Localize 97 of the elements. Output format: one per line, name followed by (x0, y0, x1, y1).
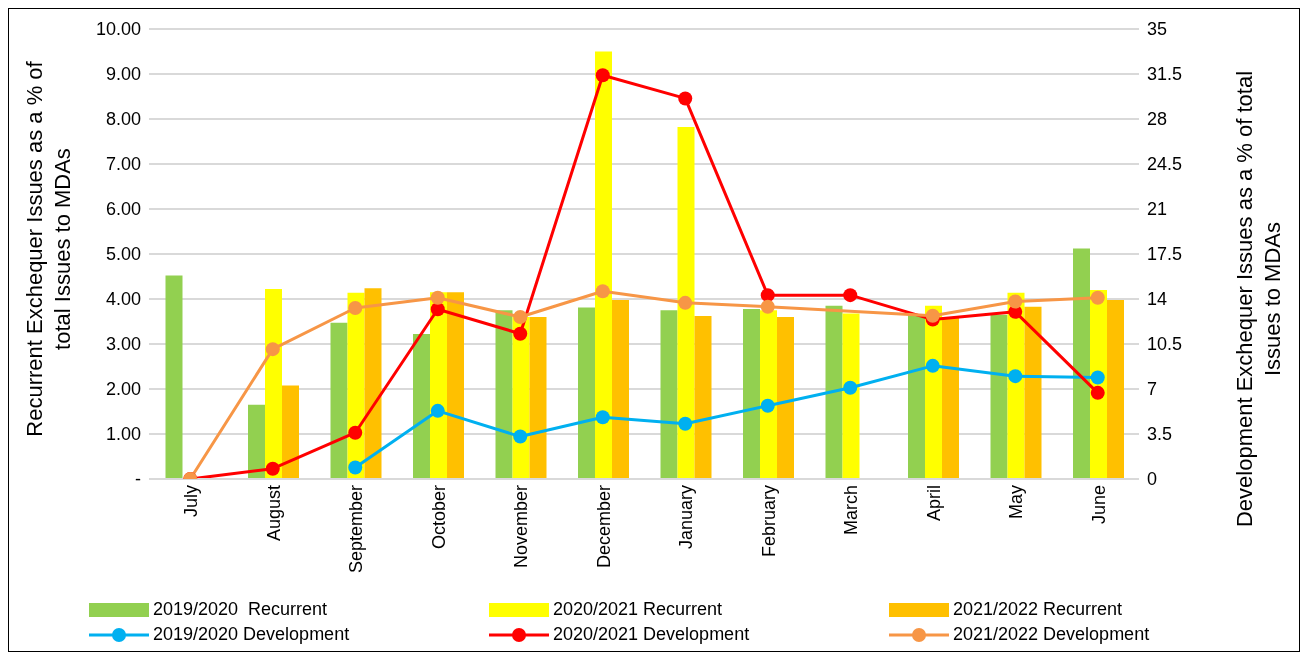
bar (942, 317, 959, 479)
y2-tick-label: 35 (1147, 19, 1168, 40)
bar (694, 316, 712, 479)
bar (1073, 248, 1090, 479)
point (265, 461, 280, 476)
bar (777, 317, 794, 479)
legend-label: 2021/2022 Development (953, 624, 1150, 645)
x-tick-label: June (1088, 485, 1109, 525)
y-tick-label: - (135, 469, 141, 490)
point (925, 358, 940, 373)
y-tick-label: 7.00 (105, 154, 141, 175)
y2-tick-label: 0 (1147, 469, 1158, 490)
bar (413, 334, 430, 479)
y2-tick-label: 24.5 (1147, 154, 1183, 175)
point (348, 460, 363, 475)
point (1008, 294, 1023, 309)
bar (842, 313, 860, 479)
x-tick-label: April (923, 485, 944, 522)
y2-axis-title: Development Exchequer Issues as a % of total Issues to MDAs (1231, 69, 1286, 530)
bar (578, 307, 595, 479)
y2-tick-label: 17.5 (1147, 244, 1183, 265)
y2-tick-label: 31.5 (1147, 64, 1183, 85)
y-tick-label: 10.00 (95, 19, 141, 40)
point (430, 302, 445, 317)
point (348, 425, 363, 440)
bar (908, 314, 925, 479)
bar (330, 322, 348, 479)
y2-tick-label: 14 (1147, 289, 1168, 310)
bar (825, 305, 843, 479)
legend-label: 2019/2020 Development (153, 624, 350, 645)
bar (760, 310, 777, 479)
x-tick-label: January (676, 485, 697, 550)
x-tick-label: March (841, 485, 862, 536)
x-tick-label: February (758, 485, 779, 558)
point (1008, 369, 1023, 384)
point (843, 380, 858, 395)
point (348, 301, 363, 315)
x-tick-label: September (346, 485, 367, 574)
bar (595, 51, 612, 479)
point (430, 403, 445, 418)
bar (529, 317, 547, 479)
y2-tick-label: 21 (1147, 199, 1168, 220)
bar (612, 299, 629, 479)
point (513, 326, 528, 341)
point (760, 398, 775, 413)
y-tick-label: 5.00 (105, 244, 141, 265)
bar (743, 308, 760, 479)
y2-tick-label: 3.5 (1147, 424, 1173, 445)
legend-label: 2020/2021 Recurrent (553, 599, 723, 620)
legend-label: 2021/2022 Recurrent (953, 599, 1123, 620)
bar (282, 385, 299, 479)
point (513, 310, 528, 324)
bar (447, 292, 464, 479)
x-tick-label: May (1006, 485, 1027, 520)
point (513, 429, 528, 444)
y-axis-title: Recurrent Exchequer Issues as a % of total Issues to MDAs (21, 60, 76, 439)
y2-tick-label: 28 (1147, 109, 1168, 130)
bar (1024, 306, 1042, 479)
point (1090, 370, 1105, 385)
point (595, 410, 610, 425)
y-tick-label: 9.00 (105, 64, 141, 85)
point (678, 416, 693, 431)
legend-label: 2020/2021 Development (553, 624, 750, 645)
point (678, 91, 693, 106)
y-tick-label: 6.00 (105, 199, 141, 220)
bar (165, 275, 183, 479)
point (1090, 290, 1105, 305)
y2-tick-label: 10.5 (1147, 334, 1183, 355)
y2-tick-label: 7 (1147, 379, 1158, 400)
bar (1107, 299, 1124, 479)
point (843, 288, 858, 303)
point (595, 284, 610, 299)
bar (495, 310, 513, 479)
point (265, 342, 280, 357)
y-tick-label: 3.00 (105, 334, 141, 355)
bar (248, 404, 265, 479)
y-tick-label: 4.00 (105, 289, 141, 310)
bar (660, 310, 678, 479)
bar (990, 314, 1008, 479)
x-tick-label: October (428, 485, 449, 550)
point (760, 288, 775, 303)
y-tick-label: 2.00 (105, 379, 141, 400)
bar (677, 127, 695, 479)
x-tick-label: July (181, 485, 202, 518)
y-tick-label: 8.00 (105, 109, 141, 130)
point (925, 308, 940, 323)
point (430, 290, 445, 305)
x-tick-label: December (593, 485, 614, 569)
x-tick-label: August (263, 485, 284, 542)
point (1090, 385, 1105, 400)
bar (364, 288, 382, 479)
legend-label: 2019/2020 Recurrent (153, 599, 328, 620)
point (760, 299, 775, 314)
point (678, 295, 693, 310)
y-tick-label: 1.00 (105, 424, 141, 445)
x-tick-label: November (511, 485, 532, 569)
point (595, 68, 610, 83)
